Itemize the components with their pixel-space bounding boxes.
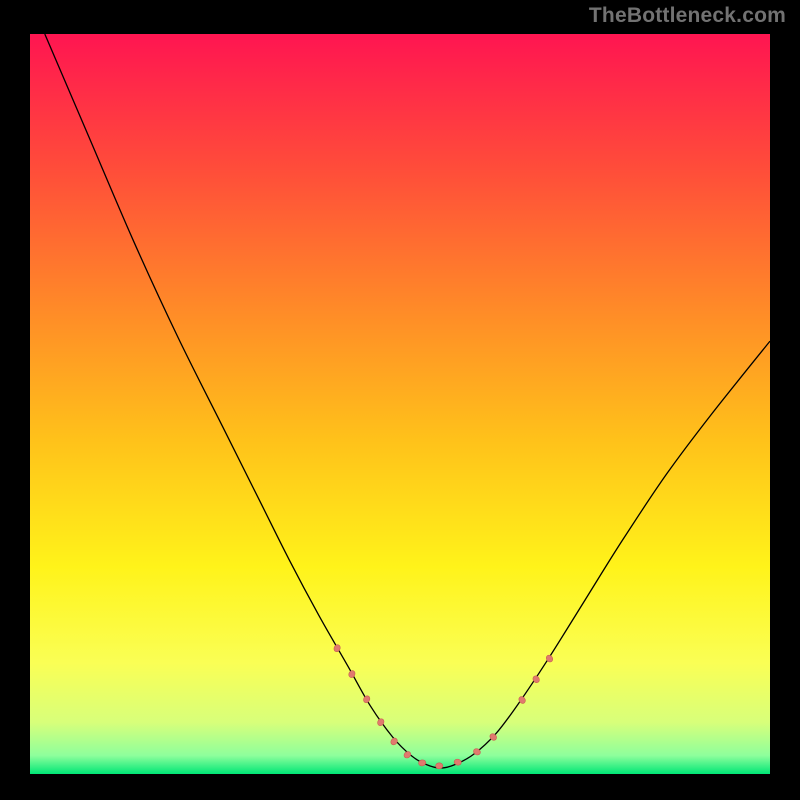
bottleneck-curve-chart	[30, 34, 770, 774]
curve-marker	[436, 763, 443, 769]
plot-area	[30, 34, 770, 774]
watermark-text: TheBottleneck.com	[589, 4, 786, 28]
chart-frame: TheBottleneck.com	[0, 0, 800, 800]
gradient-background	[30, 34, 770, 774]
